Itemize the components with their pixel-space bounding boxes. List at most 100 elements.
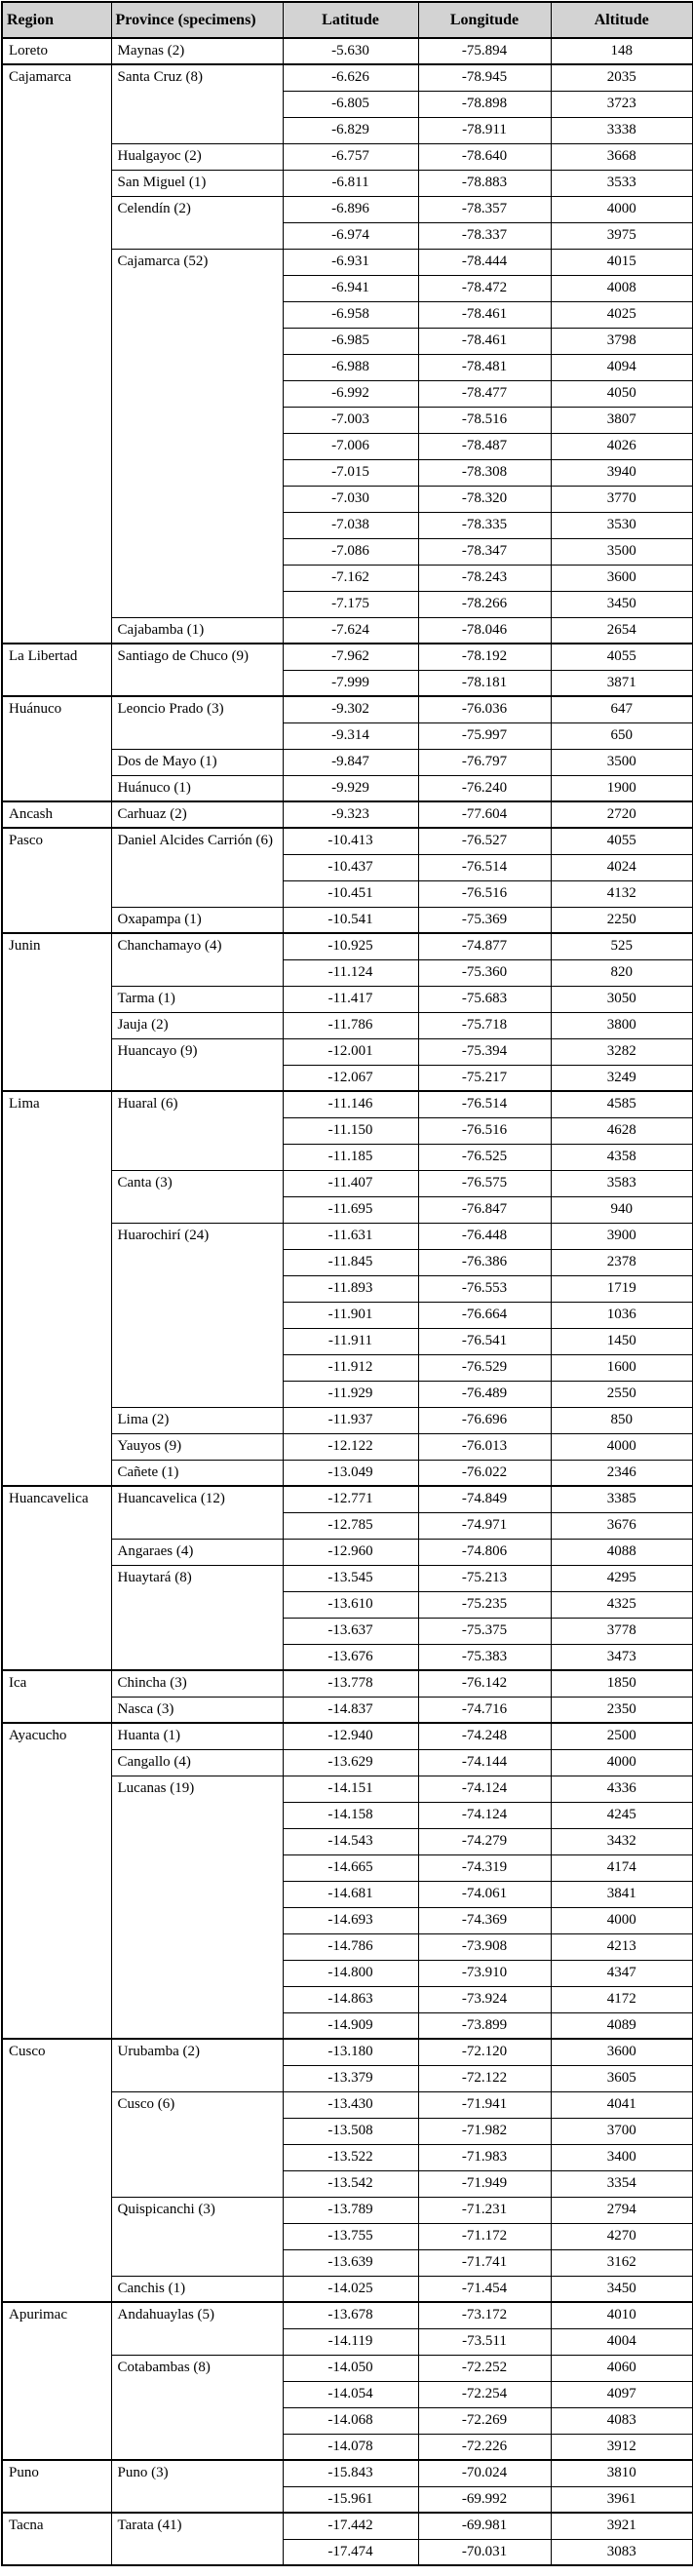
longitude-cell: -72.252 xyxy=(417,2354,552,2382)
province-cell: Cañete (1) xyxy=(110,1459,284,1487)
latitude-cell: -13.430 xyxy=(282,2090,419,2119)
altitude-cell: 4050 xyxy=(550,379,693,408)
table-row: San Miguel (1) -6.811 -78.883 3533 xyxy=(2,169,693,197)
longitude-cell: -74.144 xyxy=(417,1748,552,1776)
province-cell: Urubamba (2) xyxy=(110,2038,284,2092)
table-row: -13.676 -75.383 3473 xyxy=(2,1643,693,1671)
latitude-cell: -6.931 xyxy=(282,248,419,276)
longitude-cell: -75.213 xyxy=(417,1564,552,1592)
table-row: -7.006 -78.487 4026 xyxy=(2,432,693,460)
latitude-cell: -14.786 xyxy=(282,1932,419,1961)
column-header-longitude: Longitude xyxy=(417,1,552,39)
latitude-cell: -6.896 xyxy=(282,195,419,223)
table-body: Loreto Maynas (2) -5.630 -75.894 148 Cajamarc… xyxy=(1,37,693,2566)
table-row: Huánuco (1) -9.929 -76.240 1900 xyxy=(2,774,693,802)
province-cell: Tarata (41) xyxy=(110,2512,284,2566)
longitude-cell: -78.444 xyxy=(417,248,552,276)
longitude-cell: -75.369 xyxy=(417,906,552,934)
table-row: -13.508 -71.982 3700 xyxy=(2,2117,693,2145)
altitude-cell: 1900 xyxy=(550,774,693,802)
table-row: -14.543 -74.279 3432 xyxy=(2,1827,693,1855)
altitude-cell: 3450 xyxy=(550,590,693,618)
latitude-cell: -14.151 xyxy=(282,1775,419,1803)
table-row: -11.893 -76.553 1719 xyxy=(2,1274,693,1303)
province-cell: Chincha (3) xyxy=(110,1669,284,1698)
altitude-cell: 3162 xyxy=(550,2248,693,2277)
table-row: Dos de Mayo (1) -9.847 -76.797 3500 xyxy=(2,748,693,776)
table-row: Cajamarca (52) -6.931 -78.444 4015 xyxy=(2,248,693,618)
latitude-cell: -14.078 xyxy=(282,2433,419,2461)
longitude-cell: -74.806 xyxy=(417,1538,552,1566)
longitude-cell: -72.226 xyxy=(417,2433,552,2461)
longitude-cell: -71.454 xyxy=(417,2275,552,2303)
altitude-cell: 4010 xyxy=(550,2301,693,2329)
altitude-cell: 2794 xyxy=(550,2196,693,2224)
altitude-cell: 4025 xyxy=(550,300,693,329)
province-cell: Huánuco (1) xyxy=(110,774,284,802)
longitude-cell: -78.911 xyxy=(417,116,552,144)
column-header-region: Region xyxy=(1,1,112,39)
altitude-cell: 3533 xyxy=(550,169,693,197)
longitude-cell: -78.337 xyxy=(417,221,552,250)
altitude-cell: 3338 xyxy=(550,116,693,144)
table-row: -10.437 -76.514 4024 xyxy=(2,853,693,881)
table-row: Hualgayoc (2) -6.757 -78.640 3668 xyxy=(2,142,693,171)
latitude-cell: -6.992 xyxy=(282,379,419,408)
province-cell: Lima (2) xyxy=(110,1406,284,1434)
longitude-cell: -71.982 xyxy=(417,2117,552,2145)
latitude-cell: -6.958 xyxy=(282,300,419,329)
longitude-cell: -69.992 xyxy=(417,2485,552,2514)
table-row: -14.068 -72.269 4083 xyxy=(2,2406,693,2435)
longitude-cell: -75.217 xyxy=(417,1064,552,1092)
table-row: -11.901 -76.664 1036 xyxy=(2,1301,693,1329)
altitude-cell: 4088 xyxy=(550,1538,693,1566)
table-row: Quispicanchi (3) -13.789 -71.231 2794 xyxy=(2,2196,693,2277)
altitude-cell: 4015 xyxy=(550,248,693,276)
province-cell: Puno (3) xyxy=(110,2459,284,2514)
latitude-cell: -10.451 xyxy=(282,879,419,908)
altitude-cell: 3249 xyxy=(550,1064,693,1092)
latitude-cell: -6.805 xyxy=(282,90,419,118)
region-cell: Puno xyxy=(1,2459,112,2514)
altitude-cell: 4358 xyxy=(550,1143,693,1171)
longitude-cell: -78.461 xyxy=(417,327,552,355)
latitude-cell: -13.789 xyxy=(282,2196,419,2224)
region-cell: Ancash xyxy=(1,800,112,829)
province-cell: Chanchamayo (4) xyxy=(110,932,284,987)
altitude-cell: 650 xyxy=(550,722,693,750)
table-row: Pasco Daniel Alcides Carrión (6) -10.413 -7… xyxy=(1,827,693,934)
longitude-cell: -76.022 xyxy=(417,1459,552,1487)
longitude-cell: -78.335 xyxy=(417,511,552,539)
table-row: -12.785 -74.971 3676 xyxy=(2,1511,693,1540)
longitude-cell: -74.971 xyxy=(417,1511,552,1540)
altitude-cell: 3961 xyxy=(550,2485,693,2514)
latitude-cell: -14.693 xyxy=(282,1906,419,1934)
province-cell: Jauja (2) xyxy=(110,1011,284,1039)
longitude-cell: -76.514 xyxy=(417,853,552,881)
longitude-cell: -74.124 xyxy=(417,1775,552,1803)
longitude-cell: -78.266 xyxy=(417,590,552,618)
latitude-cell: -15.961 xyxy=(282,2485,419,2514)
longitude-cell: -75.394 xyxy=(417,1037,552,1066)
altitude-cell: 2500 xyxy=(550,1722,693,1750)
latitude-cell: -7.015 xyxy=(282,458,419,487)
longitude-cell: -78.347 xyxy=(417,537,552,566)
latitude-cell: -13.542 xyxy=(282,2169,419,2198)
longitude-cell: -70.024 xyxy=(417,2459,552,2487)
table-row: -17.474 -70.031 3083 xyxy=(2,2538,693,2566)
region-cell: La Libertad xyxy=(1,643,112,697)
longitude-cell: -78.192 xyxy=(417,643,552,671)
altitude-cell: 4000 xyxy=(550,1906,693,1934)
altitude-cell: 3841 xyxy=(550,1880,693,1908)
table-row: Tacna Tarata (41) -17.442 -69.981 3921 xyxy=(1,2512,693,2566)
table-row: Canta (3) -11.407 -76.575 3583 xyxy=(2,1169,693,1224)
latitude-cell: -7.962 xyxy=(282,643,419,671)
longitude-cell: -74.369 xyxy=(417,1906,552,1934)
column-header-latitude: Latitude xyxy=(282,1,419,39)
longitude-cell: -75.894 xyxy=(417,37,552,65)
region-cell: Pasco xyxy=(1,827,112,934)
longitude-cell: -74.124 xyxy=(417,1801,552,1829)
altitude-cell: 4026 xyxy=(550,432,693,460)
province-cell: Quispicanchi (3) xyxy=(110,2196,284,2277)
longitude-cell: -75.997 xyxy=(417,722,552,750)
